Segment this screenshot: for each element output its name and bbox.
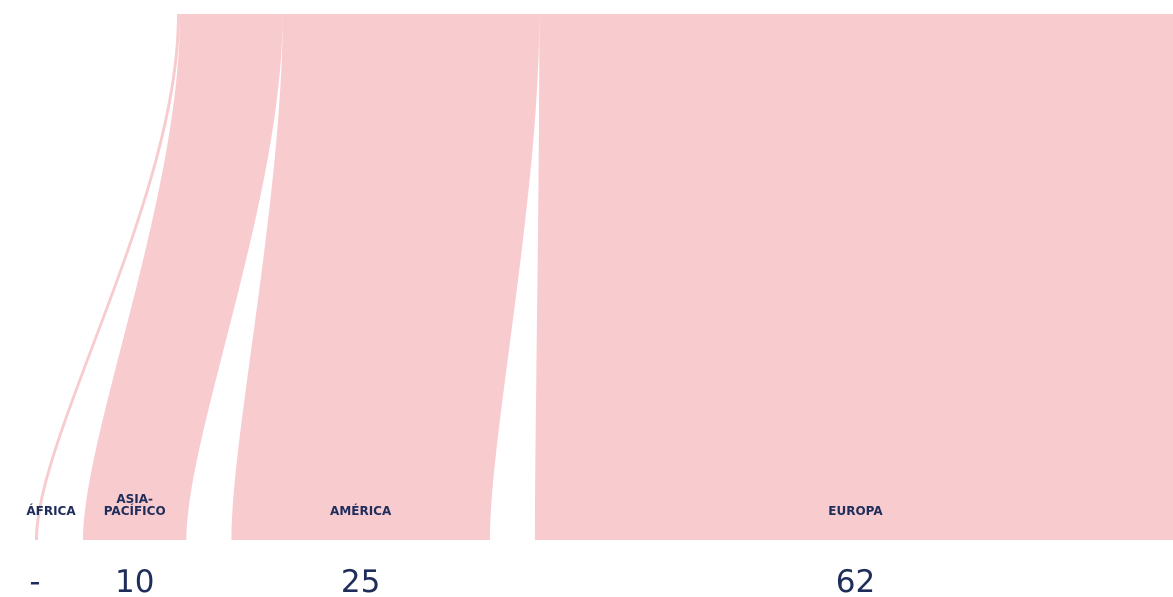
region-label: AMÉRICA bbox=[330, 503, 392, 518]
value-label: 25 bbox=[341, 564, 380, 597]
region-label: EUROPA bbox=[828, 504, 883, 518]
value-label: 62 bbox=[836, 564, 875, 597]
flow-1 bbox=[83, 14, 283, 540]
value-label: 10 bbox=[115, 564, 154, 597]
flow-group bbox=[35, 14, 1173, 540]
flow-2 bbox=[231, 14, 540, 540]
flow-3 bbox=[534, 14, 1173, 540]
region-label: ÁFRICA bbox=[26, 503, 76, 518]
value-label: - bbox=[29, 564, 40, 597]
label-group: ÁFRICA - ASIA-PACÍFICO 10 AMÉRICA 25 EUROPA 62 bbox=[26, 492, 883, 597]
region-label: ASIA-PACÍFICO bbox=[104, 492, 166, 518]
